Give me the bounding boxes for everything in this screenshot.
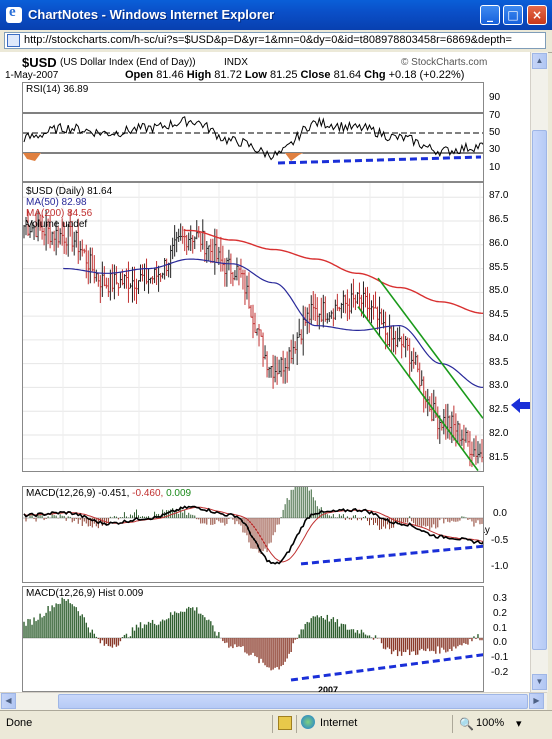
vertical-scroll-thumb[interactable] xyxy=(532,130,547,650)
horizontal-scroll-thumb[interactable] xyxy=(58,694,528,709)
rsi-oversold-fill xyxy=(285,153,303,161)
macd-signal-line xyxy=(23,506,483,563)
page-content: $USD (US Dollar Index (End of Day)) INDX… xyxy=(0,52,530,692)
horizontal-scrollbar[interactable]: ◀ ▶ xyxy=(0,692,547,710)
rsi-tick: 30 xyxy=(489,144,501,155)
maximize-button[interactable]: □ xyxy=(503,5,523,25)
scroll-left-icon[interactable]: ◀ xyxy=(1,693,16,709)
macd-tick: -1.0 xyxy=(491,561,509,572)
close-button[interactable]: × xyxy=(527,5,547,25)
channel-upper-line xyxy=(377,277,483,419)
quote-date: 1-May-2007 xyxy=(5,70,59,81)
symbol: $USD xyxy=(22,55,57,70)
price-tick: 82.5 xyxy=(489,404,509,416)
macd-panel: MACD(12,26,9) -0.451, -0.460, 0.009 xyxy=(22,486,484,583)
window-title: ChartNotes - Windows Internet Explorer xyxy=(28,7,275,22)
rsi-plot xyxy=(23,112,483,165)
price-tick: 84.0 xyxy=(489,332,509,344)
ma200-line xyxy=(183,229,483,314)
legend-ma50: MA(50) 82.98 xyxy=(26,197,87,208)
rsi-title: RSI(14) 36.89 xyxy=(26,84,89,95)
hist-tick: 0.0 xyxy=(493,637,507,648)
window-titlebar: ChartNotes - Windows Internet Explorer _… xyxy=(0,0,552,30)
price-tick: 85.0 xyxy=(489,285,509,297)
scroll-up-icon[interactable]: ▲ xyxy=(532,53,547,69)
hist-title: MACD(12,26,9) Hist 0.009 xyxy=(26,588,144,599)
quote-line: Open 81.46 High 81.72 Low 81.25 Close 81… xyxy=(125,69,465,81)
address-bar: http://stockcharts.com/h-sc/ui?s=$USD&p=… xyxy=(0,30,552,53)
symbol-name: (US Dollar Index (End of Day)) xyxy=(60,57,196,68)
price-tick: 85.5 xyxy=(489,261,509,273)
price-tick: 86.0 xyxy=(489,237,509,249)
price-tick: 84.5 xyxy=(489,309,509,321)
hist-tick: -0.2 xyxy=(491,667,509,678)
price-arrow-icon xyxy=(511,398,530,413)
status-text: Done xyxy=(6,717,33,729)
scroll-down-icon[interactable]: ▼ xyxy=(532,674,547,690)
rsi-tick: 70 xyxy=(489,110,501,121)
hist-divergence-line xyxy=(290,653,483,682)
rsi-oversold-fill xyxy=(23,153,41,161)
globe-icon xyxy=(301,715,315,729)
price-tick: 82.0 xyxy=(489,427,509,439)
macd-line xyxy=(23,505,483,565)
status-separator xyxy=(452,715,453,733)
zoom-dropdown-icon[interactable]: ▾ xyxy=(516,718,522,730)
hist-tick: 0.2 xyxy=(493,608,507,619)
address-url[interactable]: http://stockcharts.com/h-sc/ui?s=$USD&p=… xyxy=(24,34,512,46)
rsi-panel: RSI(14) 36.89 xyxy=(22,82,484,182)
zoom-icon: 🔍 xyxy=(459,717,474,731)
legend-volume: Volume undef xyxy=(26,219,88,230)
status-separator xyxy=(272,715,273,733)
rsi-tick: 10 xyxy=(489,162,501,173)
price-title: $USD (Daily) 81.64 xyxy=(26,186,113,197)
macd-divergence-line xyxy=(300,544,483,566)
hist-axis-label: 2007 xyxy=(318,685,339,692)
hist-tick: 0.1 xyxy=(493,623,507,634)
price-tick: 86.5 xyxy=(489,214,509,226)
status-bar: Done Internet 🔍 100% ▾ xyxy=(0,710,552,739)
rsi-tick: 90 xyxy=(489,92,501,103)
brand-text: © StockCharts.com xyxy=(401,57,488,68)
vertical-scrollbar[interactable]: ▲ ▼ xyxy=(530,52,548,692)
status-separator xyxy=(296,715,297,733)
price-tick: 81.5 xyxy=(489,451,509,463)
zone-text: Internet xyxy=(320,717,358,729)
macd-tick: 0.0 xyxy=(493,508,507,519)
rsi-divergence-line xyxy=(277,155,482,165)
price-panel: $USD (Daily) 81.64 MA(50) 82.98 MA(200) … xyxy=(22,182,484,472)
macd-tick: -0.5 xyxy=(491,535,509,546)
channel-lower-line xyxy=(357,306,479,471)
ma50-line xyxy=(63,258,483,388)
exchange: INDX xyxy=(224,57,248,68)
page-icon xyxy=(7,34,20,47)
ie-icon xyxy=(6,4,22,23)
price-tick: 83.0 xyxy=(489,380,509,392)
price-tick: 83.5 xyxy=(489,356,509,368)
rsi-tick: 50 xyxy=(489,127,501,138)
hist-plot xyxy=(23,597,483,682)
hist-tick: -0.1 xyxy=(491,652,509,663)
scroll-right-icon[interactable]: ▶ xyxy=(529,693,544,709)
address-field[interactable]: http://stockcharts.com/h-sc/ui?s=$USD&p=… xyxy=(4,32,546,49)
price-plot xyxy=(23,183,483,471)
legend-ma200: MA(200) 84.56 xyxy=(26,208,93,219)
macd-title: MACD(12,26,9) -0.451, -0.460, 0.009 xyxy=(26,488,192,499)
rsi-line xyxy=(23,116,483,161)
lock-icon xyxy=(278,716,292,730)
price-tick: 87.0 xyxy=(489,190,509,202)
hist-panel: MACD(12,26,9) Hist 0.009 xyxy=(22,586,484,692)
minimize-button[interactable]: _ xyxy=(480,5,500,25)
macd-plot xyxy=(23,487,483,566)
zoom-level[interactable]: 100% xyxy=(476,717,505,729)
hist-tick: 0.3 xyxy=(493,593,507,604)
